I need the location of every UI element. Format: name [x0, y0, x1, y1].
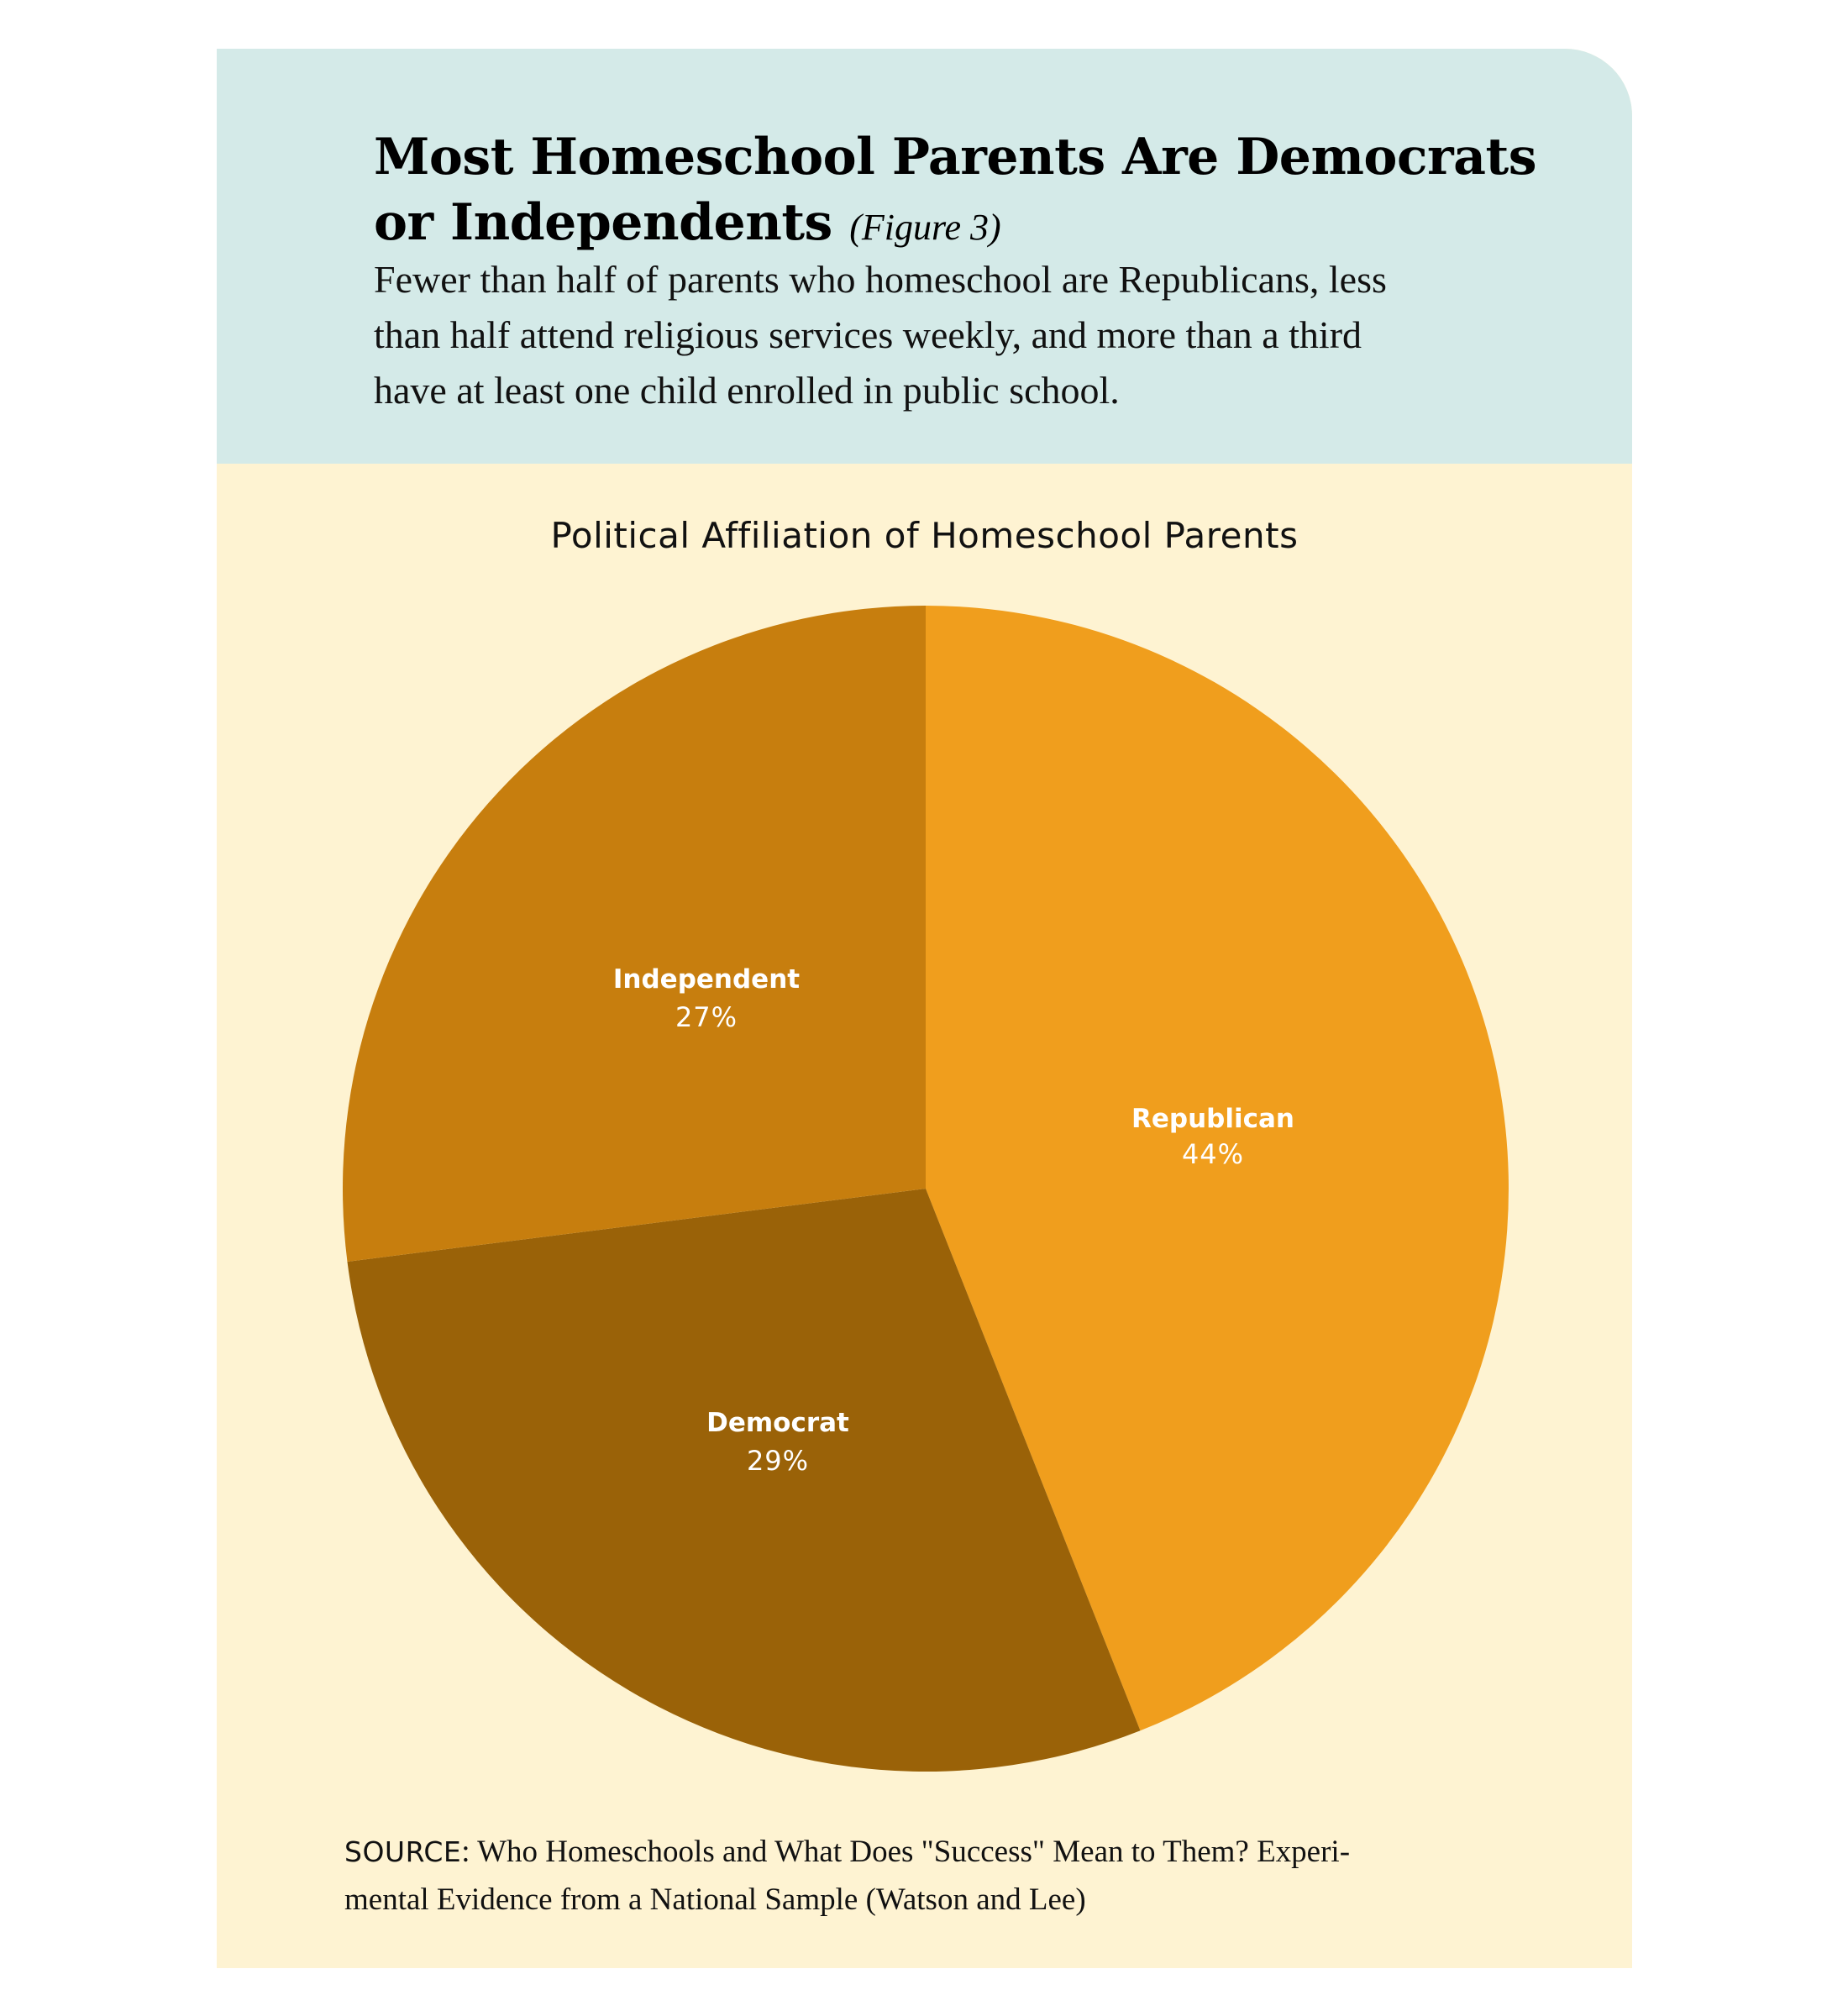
- pie-slice-independent: [342, 606, 926, 1262]
- pie-slices: [342, 606, 1509, 1772]
- label-independent-value: 27%: [675, 1001, 738, 1033]
- title-line-2: or Independents: [374, 193, 832, 252]
- figure-card: Most Homeschool Parents Are Democrats or…: [217, 49, 1632, 1968]
- label-democrat-value: 29%: [747, 1445, 809, 1477]
- source-label: SOURCE: [344, 1835, 462, 1868]
- slice-label-independent: Independent 27%: [613, 964, 800, 1033]
- pie-slice-democrat: [347, 1189, 1141, 1772]
- label-republican-value: 44%: [1182, 1138, 1244, 1170]
- pie-chart: Republican 44% Democrat 29% Independent …: [342, 606, 1509, 1772]
- label-republican-name: Republican: [1131, 1104, 1294, 1134]
- label-independent-name: Independent: [613, 964, 800, 995]
- chart-title: Political Affiliation of Homeschool Pare…: [550, 515, 1299, 556]
- subtitle-line-2: than half attend religious services week…: [374, 313, 1362, 356]
- source-note: SOURCE: Who Homeschools and What Does "S…: [344, 1828, 1520, 1924]
- source-text-line-1: : Who Homeschools and What Does "Success…: [461, 1835, 1351, 1869]
- slice-label-democrat: Democrat 29%: [706, 1408, 849, 1477]
- figure-reference: (Figure 3): [849, 207, 1001, 248]
- label-democrat-name: Democrat: [706, 1408, 849, 1438]
- figure-subtitle: Fewer than half of parents who homeschoo…: [374, 252, 1550, 418]
- figure-header: Most Homeschool Parents Are Democrats or…: [217, 49, 1632, 464]
- title-line-1: Most Homeschool Parents Are Democrats: [374, 128, 1536, 186]
- subtitle-line-3: have at least one child enrolled in publ…: [374, 369, 1120, 412]
- pie-slice-republican: [926, 606, 1509, 1731]
- figure-title: Most Homeschool Parents Are Democrats or…: [374, 124, 1567, 260]
- source-text-line-2: mental Evidence from a National Sample (…: [344, 1882, 1086, 1917]
- subtitle-line-1: Fewer than half of parents who homeschoo…: [374, 258, 1387, 301]
- slice-label-republican: Republican 44%: [1131, 1104, 1294, 1170]
